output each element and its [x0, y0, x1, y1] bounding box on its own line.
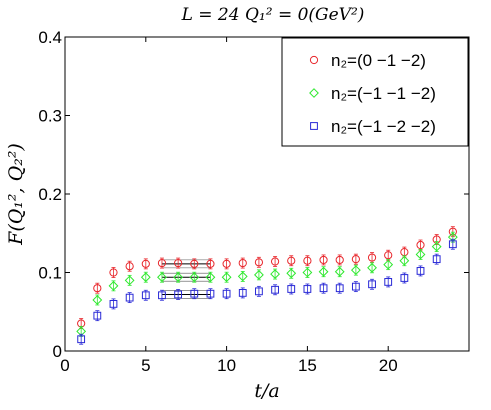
- legend-label-2: n₂=(−1 −2 −2): [331, 117, 436, 136]
- data-point-diamond: [270, 269, 280, 279]
- data-point-diamond: [108, 280, 119, 291]
- legend-marker-2: [310, 122, 318, 130]
- legend-box: [281, 37, 469, 147]
- data-point-square: [174, 290, 183, 299]
- data-point-circle: [206, 259, 215, 268]
- data-point-diamond: [286, 268, 297, 279]
- y-tick-label: 0.1: [38, 264, 62, 283]
- fit-lines: [161, 259, 211, 299]
- data-point-circle: [238, 258, 247, 268]
- data-point-diamond: [334, 266, 345, 277]
- data-point-diamond: [189, 272, 200, 283]
- x-axis-label: t/a: [254, 380, 279, 402]
- x-tick-label: 5: [141, 356, 150, 375]
- y-tick-label: 0.2: [38, 185, 62, 204]
- x-tick-label: 20: [379, 356, 398, 375]
- data-point-diamond: [92, 295, 103, 305]
- data-point-diamond: [383, 259, 394, 270]
- data-point-square: [206, 289, 215, 298]
- data-point-diamond: [237, 271, 248, 282]
- axis-ticks: 0 5 10 15 20 0 0.1 0.2 0.3 0.4: [38, 28, 469, 375]
- data-point-diamond: [318, 266, 329, 277]
- data-point-square: [238, 289, 247, 297]
- data-point-square: [141, 291, 150, 300]
- x-tick-label: 15: [298, 356, 317, 375]
- data-point-square: [432, 255, 441, 264]
- data-point-diamond: [205, 272, 216, 283]
- data-point-circle: [367, 253, 377, 262]
- data-point-circle: [93, 284, 102, 293]
- y-tick-label: 0: [53, 342, 62, 361]
- data-point-circle: [141, 259, 150, 268]
- data-point-square: [77, 335, 86, 344]
- data-point-circle: [157, 258, 167, 268]
- chart-title: L = 24 Q₁² = 0(GeV²): [181, 5, 365, 25]
- data-point-diamond: [350, 265, 361, 276]
- data-point-diamond: [399, 255, 410, 266]
- data-point-circle: [254, 258, 264, 267]
- data-point-circle: [303, 256, 312, 265]
- data-point-diamond: [124, 275, 135, 286]
- x-tick-label: 0: [60, 356, 69, 375]
- data-point-square: [319, 284, 328, 293]
- legend-marker-0: [309, 55, 319, 65]
- data-point-circle: [287, 256, 296, 265]
- data-point-diamond: [173, 272, 184, 283]
- data-point-diamond: [254, 269, 264, 280]
- y-axis-label: F(Q₁², Q₂²): [5, 143, 27, 246]
- data-point-circle: [319, 255, 328, 265]
- data-point-circle: [222, 259, 231, 268]
- data-point-circle: [351, 255, 360, 264]
- y-tick-label: 0.4: [38, 28, 62, 47]
- data-point-circle: [125, 262, 134, 271]
- data-point-diamond: [367, 262, 377, 273]
- data-point-square: [109, 300, 118, 308]
- data-points: [76, 226, 458, 345]
- data-point-square: [400, 274, 409, 282]
- data-point-circle: [416, 240, 425, 250]
- data-point-square: [222, 289, 231, 298]
- data-point-square: [190, 289, 199, 298]
- data-point-circle: [174, 258, 183, 268]
- data-point-square: [351, 282, 360, 291]
- data-point-square: [125, 293, 134, 302]
- legend-label-0: n₂=(0 −1 −2): [331, 51, 426, 70]
- data-point-square: [93, 311, 102, 320]
- data-point-diamond: [140, 272, 151, 283]
- data-point-circle: [109, 268, 118, 277]
- data-point-circle: [384, 251, 393, 260]
- data-point-square: [368, 280, 376, 289]
- legend-label-1: n₂=(−1 −1 −2): [331, 84, 436, 103]
- legend-marker-1: [309, 88, 319, 98]
- y-tick-label: 0.3: [38, 107, 62, 126]
- data-point-square: [448, 240, 457, 249]
- data-point-square: [384, 278, 393, 286]
- x-tick-label: 10: [217, 356, 236, 375]
- data-point-square: [255, 287, 263, 296]
- data-point-circle: [270, 257, 280, 266]
- data-point-square: [335, 284, 344, 293]
- data-point-diamond: [415, 249, 426, 260]
- data-point-square: [287, 285, 296, 293]
- data-point-square: [271, 285, 279, 294]
- data-point-circle: [190, 259, 199, 268]
- data-point-diamond: [431, 241, 442, 252]
- data-point-diamond: [302, 267, 313, 278]
- data-point-square: [158, 291, 166, 300]
- data-point-diamond: [157, 272, 167, 283]
- data-point-diamond: [221, 272, 232, 283]
- data-point-square: [416, 267, 425, 275]
- data-point-circle: [335, 255, 344, 265]
- legend: n₂=(0 −1 −2) n₂=(−1 −1 −2) n₂=(−1 −2 −2): [309, 51, 436, 136]
- data-point-square: [303, 285, 312, 293]
